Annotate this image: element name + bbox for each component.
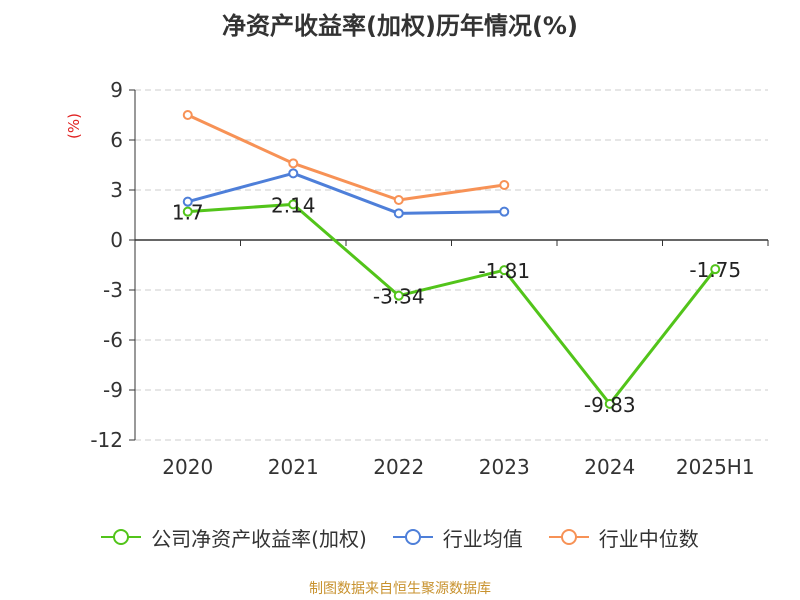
x-tick-label: 2025H1 <box>676 455 755 479</box>
data-label: -1.75 <box>689 258 741 282</box>
axes: 9 6 3 0 -3 -6 -9 -12 2020 2021 2022 2023 2024 2025H1 <box>90 78 769 479</box>
series-line-2 <box>187 113 505 202</box>
data-point <box>499 206 510 217</box>
y-tick-label: 0 <box>110 228 123 252</box>
legend-swatch <box>548 529 589 545</box>
x-tick-label: 2022 <box>373 455 424 479</box>
data-point <box>604 398 615 409</box>
data-labels: 1.7 2.14 -3.34 -1.81 -9.83 -1.75 <box>172 193 741 417</box>
data-label: 1.7 <box>172 201 204 225</box>
data-point <box>182 196 193 207</box>
legend-label: 行业均值 <box>442 526 523 551</box>
series-line-0 <box>187 202 717 406</box>
legend-swatch <box>101 529 142 545</box>
data-point <box>499 180 510 190</box>
y-tick-label: -12 <box>90 428 123 452</box>
data-point <box>288 199 299 210</box>
legend-item[interactable]: 行业均值 <box>392 523 523 552</box>
y-tick-label: -9 <box>103 378 123 402</box>
data-point <box>393 195 404 205</box>
x-tick-label: 2021 <box>268 455 319 479</box>
grid-lines <box>135 89 768 441</box>
y-tick-label: 3 <box>110 178 123 202</box>
data-label: 2.14 <box>271 193 316 217</box>
chart-title: 净资产收益率(加权)历年情况(%) <box>222 12 578 40</box>
source-note: 制图数据来自恒生聚源数据库 <box>309 581 491 597</box>
legend-label: 行业中位数 <box>598 526 699 551</box>
x-tick-label: 2023 <box>479 455 530 479</box>
series-lines <box>182 110 721 409</box>
legend-item[interactable]: 公司净资产收益率(加权) <box>101 523 367 552</box>
legend-swatch <box>392 529 433 545</box>
x-tick-label: 2024 <box>584 455 635 479</box>
data-point <box>710 264 721 275</box>
y-tick-label: -6 <box>103 328 123 352</box>
y-axis-label: (%) <box>65 113 83 139</box>
data-label: -9.83 <box>584 393 636 417</box>
y-tick-label: 6 <box>110 128 123 152</box>
data-point <box>393 290 404 301</box>
y-tick-label: -3 <box>103 278 123 302</box>
legend-label: 公司净资产收益率(加权) <box>151 526 367 551</box>
data-point <box>288 168 299 179</box>
legend-item[interactable]: 行业中位数 <box>548 523 699 552</box>
data-point <box>288 158 299 169</box>
data-point <box>393 208 404 219</box>
x-tick-label: 2020 <box>162 455 213 479</box>
data-point <box>182 206 193 217</box>
data-label: -1.81 <box>478 259 530 283</box>
y-tick-label: 9 <box>110 78 123 102</box>
data-point <box>182 110 193 120</box>
series-line-1 <box>187 171 505 215</box>
data-point <box>499 265 510 276</box>
legend: 公司净资产收益率(加权) 行业均值 行业中位数 <box>0 520 800 554</box>
data-label: -3.34 <box>373 285 425 309</box>
